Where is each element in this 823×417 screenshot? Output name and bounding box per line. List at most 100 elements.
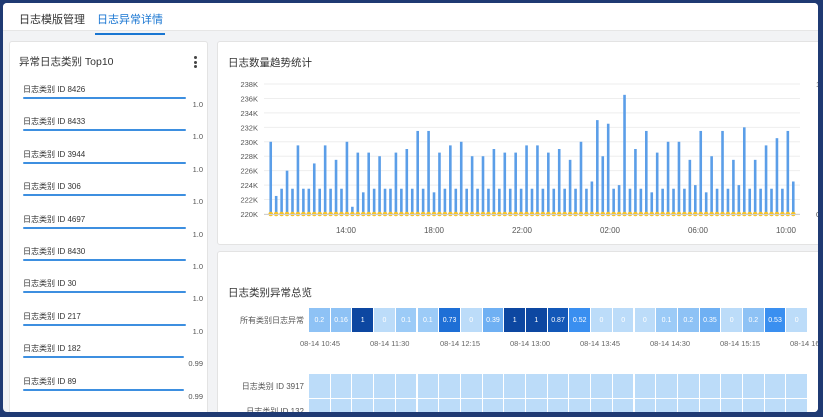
heatmap-cell[interactable]: 0.39: [482, 308, 504, 332]
heatmap-cell[interactable]: [591, 399, 612, 412]
heatmap-cell[interactable]: 0.2: [743, 308, 764, 332]
heatmap-cell[interactable]: 0.2: [677, 308, 699, 332]
top10-item[interactable]: 日志类别 ID 30 1.0: [23, 278, 203, 310]
heatmap-cell[interactable]: [547, 399, 569, 412]
heatmap-cell[interactable]: [374, 374, 395, 398]
heatmap-cell[interactable]: [504, 399, 525, 412]
more-menu-icon[interactable]: [194, 56, 198, 70]
heatmap-cell[interactable]: 0.1: [656, 308, 677, 332]
heatmap-cell[interactable]: [743, 374, 764, 398]
heatmap-cell[interactable]: [699, 374, 721, 398]
heatmap-cell[interactable]: [656, 374, 677, 398]
heatmap-cell[interactable]: [612, 374, 634, 398]
heatmap-cell[interactable]: 0: [591, 308, 612, 332]
top10-item-bar: [23, 226, 186, 229]
top10-item-label: 日志类别 ID 3944: [23, 149, 86, 159]
heatmap-cell[interactable]: [786, 399, 808, 412]
heatmap-cell[interactable]: 0.35: [699, 308, 721, 332]
top10-item[interactable]: 日志类别 ID 217 1.0: [23, 311, 203, 343]
heatmap-cell[interactable]: 0.1: [417, 308, 439, 332]
top10-item[interactable]: 日志类别 ID 182 0.99: [23, 343, 203, 375]
chart-bar: [710, 156, 713, 214]
heatmap-cell[interactable]: [612, 399, 634, 412]
heatmap-cell[interactable]: [721, 374, 742, 398]
top10-item-value: 1.0: [192, 100, 203, 109]
heatmap-cell[interactable]: 0.53: [764, 308, 786, 332]
heatmap-cell[interactable]: [309, 399, 330, 412]
heatmap-cell[interactable]: [743, 399, 764, 412]
heatmap-cell[interactable]: 0: [374, 308, 395, 332]
heatmap-row-label: 日志类别 ID 3917: [241, 382, 304, 391]
chart-bar: [487, 188, 490, 214]
heatmap-cell[interactable]: [439, 399, 460, 412]
top10-item[interactable]: 日志类别 ID 4697 1.0: [23, 214, 203, 246]
heatmap-cell[interactable]: 0.16: [330, 308, 352, 332]
heatmap-cell[interactable]: [569, 399, 591, 412]
heatmap-cell[interactable]: [526, 399, 547, 412]
top10-item[interactable]: 日志类别 ID 8426 1.0: [23, 84, 203, 116]
heatmap-cell[interactable]: 0.87: [547, 308, 569, 332]
heatmap-cell[interactable]: [656, 399, 677, 412]
heatmap-cell[interactable]: [569, 374, 591, 398]
heatmap-cell[interactable]: [526, 374, 547, 398]
heatmap-cell[interactable]: 1: [526, 308, 547, 332]
tab-template-management[interactable]: 日志模版管理: [19, 14, 85, 26]
heatmap-cell[interactable]: [634, 374, 656, 398]
heatmap-cell[interactable]: 1: [504, 308, 525, 332]
heatmap-cell[interactable]: [482, 399, 504, 412]
heatmap-cell[interactable]: 0.52: [569, 308, 591, 332]
heatmap-cell[interactable]: [417, 399, 439, 412]
heatmap-cell[interactable]: [786, 374, 808, 398]
heatmap-cell[interactable]: [591, 374, 612, 398]
heatmap-cell[interactable]: [634, 399, 656, 412]
chart-bar: [683, 188, 686, 214]
heatmap-cell[interactable]: 0.73: [439, 308, 460, 332]
heatmap-cell[interactable]: [699, 399, 721, 412]
top10-item[interactable]: 日志类别 ID 8433 1.0: [23, 116, 203, 148]
heatmap-time-label: 08-14 12:15: [440, 339, 481, 348]
heatmap-cell[interactable]: [504, 374, 525, 398]
heatmap-cell[interactable]: [460, 374, 482, 398]
heatmap-cell[interactable]: 0.1: [395, 308, 417, 332]
top10-item[interactable]: 日志类别 ID 306 1.0: [23, 181, 203, 213]
top10-item[interactable]: 日志类别 ID 89 0.99: [23, 376, 203, 408]
heatmap-cell[interactable]: [482, 374, 504, 398]
heatmap-cell[interactable]: [330, 399, 352, 412]
heatmap-cell[interactable]: 0: [460, 308, 482, 332]
heatmap-cell[interactable]: 1: [352, 308, 374, 332]
top10-item-bar: [23, 97, 186, 99]
heatmap-cell[interactable]: 0: [786, 308, 808, 332]
heatmap-cell[interactable]: [395, 374, 417, 398]
heatmap-cell[interactable]: [417, 374, 439, 398]
heatmap-cell[interactable]: 0.2: [309, 308, 330, 332]
top10-item[interactable]: 日志类别 ID 3944 1.0: [23, 149, 203, 181]
top10-item-bar: [23, 129, 186, 132]
right-tick-label: 1: [816, 80, 818, 89]
tab-anomaly-details[interactable]: 日志异常详情: [95, 11, 165, 35]
top10-item-label: 日志类别 ID 89: [23, 376, 77, 386]
heatmap-cell[interactable]: [460, 399, 482, 412]
chart-bar: [601, 156, 605, 214]
heatmap-cell[interactable]: [374, 399, 395, 412]
heatmap-cell[interactable]: [764, 374, 786, 398]
heatmap-cell[interactable]: [677, 374, 699, 398]
heatmap-cell[interactable]: [721, 399, 742, 412]
heatmap-cell[interactable]: [547, 374, 569, 398]
heatmap-time-label: 08-14 16: [790, 339, 818, 348]
top10-item-label: 日志类别 ID 8426: [23, 85, 86, 94]
heatmap-cell[interactable]: [352, 374, 374, 398]
y-tick-label: 228K: [240, 152, 258, 161]
heatmap-cell[interactable]: 0: [634, 308, 656, 332]
heatmap-row-label: 所有类别日志异常: [240, 316, 304, 325]
chart-bar: [323, 145, 327, 214]
heatmap-cell[interactable]: [330, 374, 352, 398]
heatmap-cell[interactable]: [395, 399, 417, 412]
top10-item[interactable]: 日志类别 ID 8430 1.0: [23, 246, 203, 278]
heatmap-cell[interactable]: 0: [612, 308, 634, 332]
heatmap-cell[interactable]: [352, 399, 374, 412]
heatmap-cell[interactable]: [677, 399, 699, 412]
heatmap-cell[interactable]: [309, 374, 330, 398]
heatmap-cell[interactable]: [764, 399, 786, 412]
heatmap-cell[interactable]: 0: [721, 308, 742, 332]
heatmap-cell[interactable]: [439, 374, 460, 398]
